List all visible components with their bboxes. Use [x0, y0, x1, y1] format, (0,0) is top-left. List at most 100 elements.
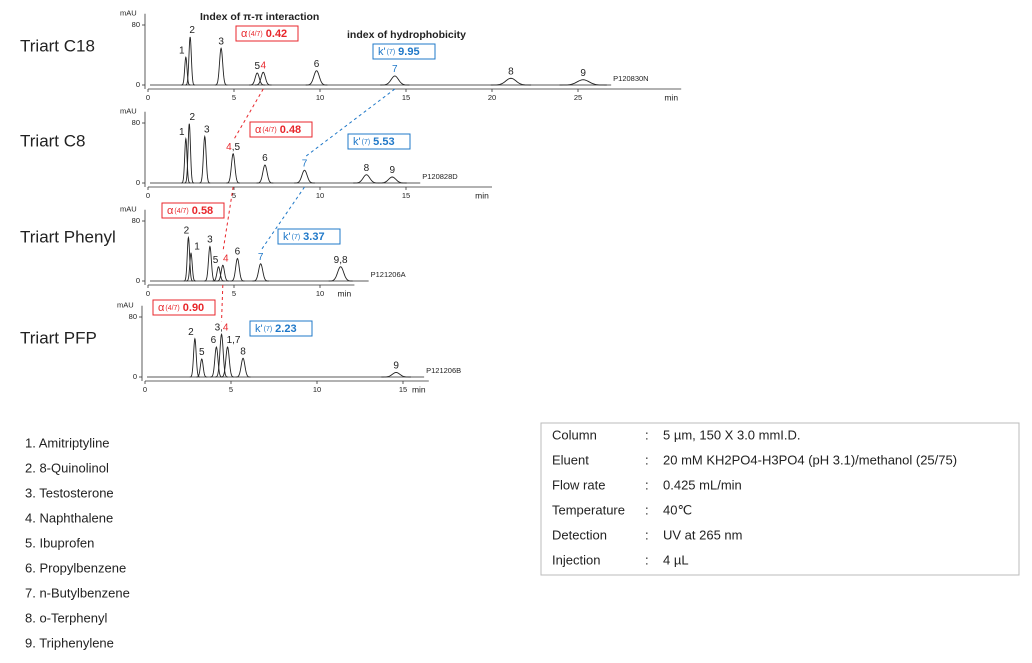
- peak-label: 7: [302, 158, 308, 169]
- peak-label: 8: [240, 346, 246, 357]
- peak: [380, 75, 410, 86]
- x-tick-label: 10: [316, 93, 324, 102]
- k-symbol: k': [378, 46, 386, 58]
- peak: [377, 176, 407, 184]
- x-tick-label: 10: [316, 289, 324, 298]
- annotation: Index of π-π interaction: [200, 11, 319, 23]
- sample-id: P120828D: [422, 172, 458, 181]
- peak: [215, 332, 228, 378]
- x-tick-label: 5: [232, 289, 236, 298]
- peak: [235, 357, 251, 378]
- peak-label-part: 6: [235, 246, 241, 257]
- x-tick-label: 0: [143, 385, 147, 394]
- peak-label: 6: [235, 246, 241, 257]
- condition-separator: :: [645, 502, 649, 517]
- peak-label-part: 1,7: [227, 335, 241, 346]
- k-box: k'(7) 5.53: [347, 133, 411, 150]
- y-axis-label: mAU: [120, 9, 137, 18]
- k-frame: [277, 228, 341, 245]
- compound: 2. 8-Quinolinol: [25, 460, 109, 475]
- k-symbol: k': [255, 323, 263, 335]
- x-axis-label: min: [664, 92, 678, 102]
- alpha-frame: [152, 299, 216, 316]
- peak-label-part: 8: [508, 66, 514, 77]
- compound: 4. Naphthalene: [25, 510, 113, 525]
- k-subscript: (7): [292, 234, 301, 241]
- peak: [220, 346, 235, 378]
- peak-label: 4: [223, 253, 229, 264]
- peak-label-part: 2: [189, 25, 195, 36]
- x-tick-label: 25: [574, 93, 582, 102]
- alpha-frame: [249, 121, 313, 138]
- peak: [186, 252, 196, 282]
- alpha-symbol: α: [158, 302, 165, 314]
- peak-label-part: 8: [240, 346, 246, 357]
- peak: [249, 72, 266, 86]
- y-tick-label: 0: [136, 178, 140, 187]
- k-box: k'(7) 2.23: [249, 320, 313, 337]
- y-tick-label: 80: [132, 20, 140, 29]
- x-tick-label: 0: [146, 289, 150, 298]
- peak-label: 3: [204, 124, 210, 135]
- peak-label: 3: [207, 234, 213, 245]
- alpha-text: α(4/7) 0.48: [255, 124, 301, 136]
- peak: [183, 235, 194, 282]
- peak: [204, 245, 216, 282]
- condition-label: Injection: [552, 552, 600, 567]
- peak-label: 5: [254, 61, 260, 72]
- peak-label: 2: [189, 25, 195, 36]
- peak-label-part: 2: [188, 326, 194, 337]
- x-axis-label: min: [475, 190, 489, 200]
- y-tick-label: 80: [132, 216, 140, 225]
- peak-label: 9: [393, 360, 399, 371]
- peak-label: 1,7: [227, 335, 241, 346]
- peak-label-part: 1: [179, 45, 185, 56]
- annotation: index of hydrophobicity: [347, 29, 466, 41]
- peak-label: 1: [194, 241, 200, 252]
- peak: [226, 152, 240, 184]
- compound: 5. Ibuprofen: [25, 535, 94, 550]
- peak: [328, 266, 353, 282]
- peak: [181, 136, 191, 184]
- k-frame: [249, 320, 313, 337]
- condition-value: 0.425 mL/min: [663, 477, 742, 492]
- peak: [196, 358, 208, 378]
- sample-id: P120830N: [613, 74, 648, 83]
- x-axis-label: min: [412, 384, 426, 394]
- k-value: 3.37: [303, 231, 324, 243]
- k-frame: [372, 43, 436, 60]
- peak-label: 6: [262, 153, 268, 164]
- k-value: 2.23: [275, 323, 296, 335]
- k-box: k'(7) 9.95: [372, 43, 436, 60]
- panel-name: Triart C18: [20, 36, 95, 55]
- y-tick-label: 0: [133, 372, 137, 381]
- x-axis-label: min: [338, 288, 352, 298]
- peak-label: 2: [189, 111, 195, 122]
- peak: [212, 266, 225, 282]
- peak-label: 2: [188, 326, 194, 337]
- peak: [181, 56, 191, 86]
- compound: 1. Amitriptyline: [25, 435, 110, 450]
- condition-separator: :: [645, 452, 649, 467]
- k-text: k'(7) 9.95: [378, 46, 420, 58]
- compound: 7. n-Butylbenzene: [25, 585, 130, 600]
- peak-label-part: 4: [223, 253, 229, 264]
- peak-label: 8: [364, 162, 370, 173]
- connector: [221, 284, 224, 322]
- peak-label: 9: [389, 165, 395, 176]
- alpha-box: α(4/7) 0.90: [152, 299, 216, 316]
- x-tick-label: 0: [146, 191, 150, 200]
- y-axis-label: mAU: [120, 205, 137, 214]
- peak-label-part: 6: [211, 335, 217, 346]
- condition-value: 4 µL: [663, 552, 689, 567]
- condition-value: 20 mM KH2PO4-H3PO4 (pH 3.1)/methanol (25…: [663, 452, 957, 467]
- peak-label-part: 5: [199, 347, 205, 358]
- peak-label-part: 4: [223, 322, 229, 333]
- y-axis-label: mAU: [120, 107, 137, 116]
- k-text: k'(7) 2.23: [255, 323, 297, 335]
- alpha-text: α(4/7) 0.42: [241, 28, 287, 40]
- peak-label-part: 5: [254, 61, 260, 72]
- x-tick-label: 0: [146, 93, 150, 102]
